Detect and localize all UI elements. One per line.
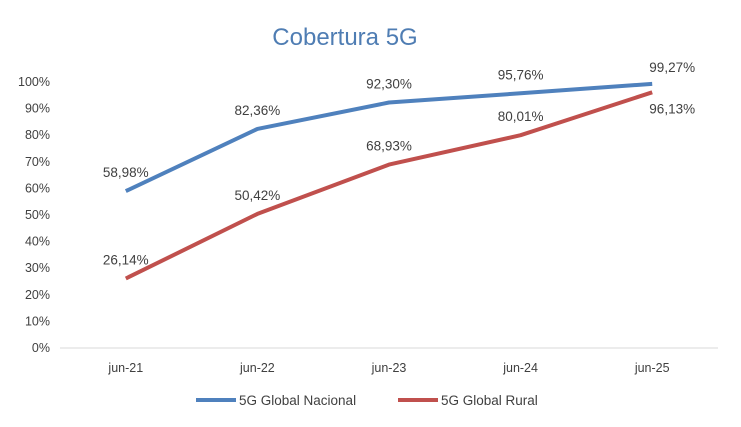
series-lines: [124, 81, 653, 281]
y-tick-label: 90%: [25, 102, 50, 116]
data-label: 26,14%: [103, 252, 149, 267]
y-tick-label: 80%: [25, 128, 50, 142]
legend-label: 5G Global Rural: [441, 393, 538, 408]
x-tick-label: jun-24: [502, 361, 538, 375]
x-tick-label: jun-21: [107, 361, 143, 375]
x-tick-label: jun-23: [371, 361, 407, 375]
data-labels: 58,98% 82,36% 92,30% 95,76% 99,27% 26,14% 50,4…: [103, 60, 695, 268]
y-tick-label: 0%: [32, 341, 50, 355]
data-label: 92,30%: [366, 76, 412, 91]
data-label: 96,13%: [649, 101, 695, 116]
x-tick-label: jun-22: [239, 361, 275, 375]
chart-title: Cobertura 5G: [272, 24, 417, 51]
legend-label: 5G Global Nacional: [239, 393, 356, 408]
x-tick-label: jun-25: [634, 361, 670, 375]
y-tick-label: 100%: [18, 75, 50, 89]
data-label: 68,93%: [366, 139, 412, 154]
series-line-1: [124, 81, 653, 193]
y-axis: 0% 10% 20% 30% 40% 50% 60% 70% 80% 90% 100%: [18, 75, 50, 355]
data-label: 50,42%: [235, 188, 281, 203]
data-label: 95,76%: [498, 67, 544, 82]
y-tick-label: 30%: [25, 261, 50, 275]
y-tick-label: 50%: [25, 208, 50, 222]
y-tick-label: 40%: [25, 235, 50, 249]
y-tick-label: 20%: [25, 288, 50, 302]
y-tick-label: 60%: [25, 181, 50, 195]
x-axis: jun-21 jun-22 jun-23 jun-24 jun-25: [107, 361, 669, 375]
data-label: 82,36%: [235, 103, 281, 118]
y-tick-label: 10%: [25, 314, 50, 328]
legend: 5G Global Nacional 5G Global Rural: [196, 393, 538, 408]
y-tick-label: 70%: [25, 155, 50, 169]
data-label: 58,98%: [103, 165, 149, 180]
data-label: 99,27%: [649, 60, 695, 75]
series-line-2: [124, 90, 653, 281]
data-label: 80,01%: [498, 109, 544, 124]
